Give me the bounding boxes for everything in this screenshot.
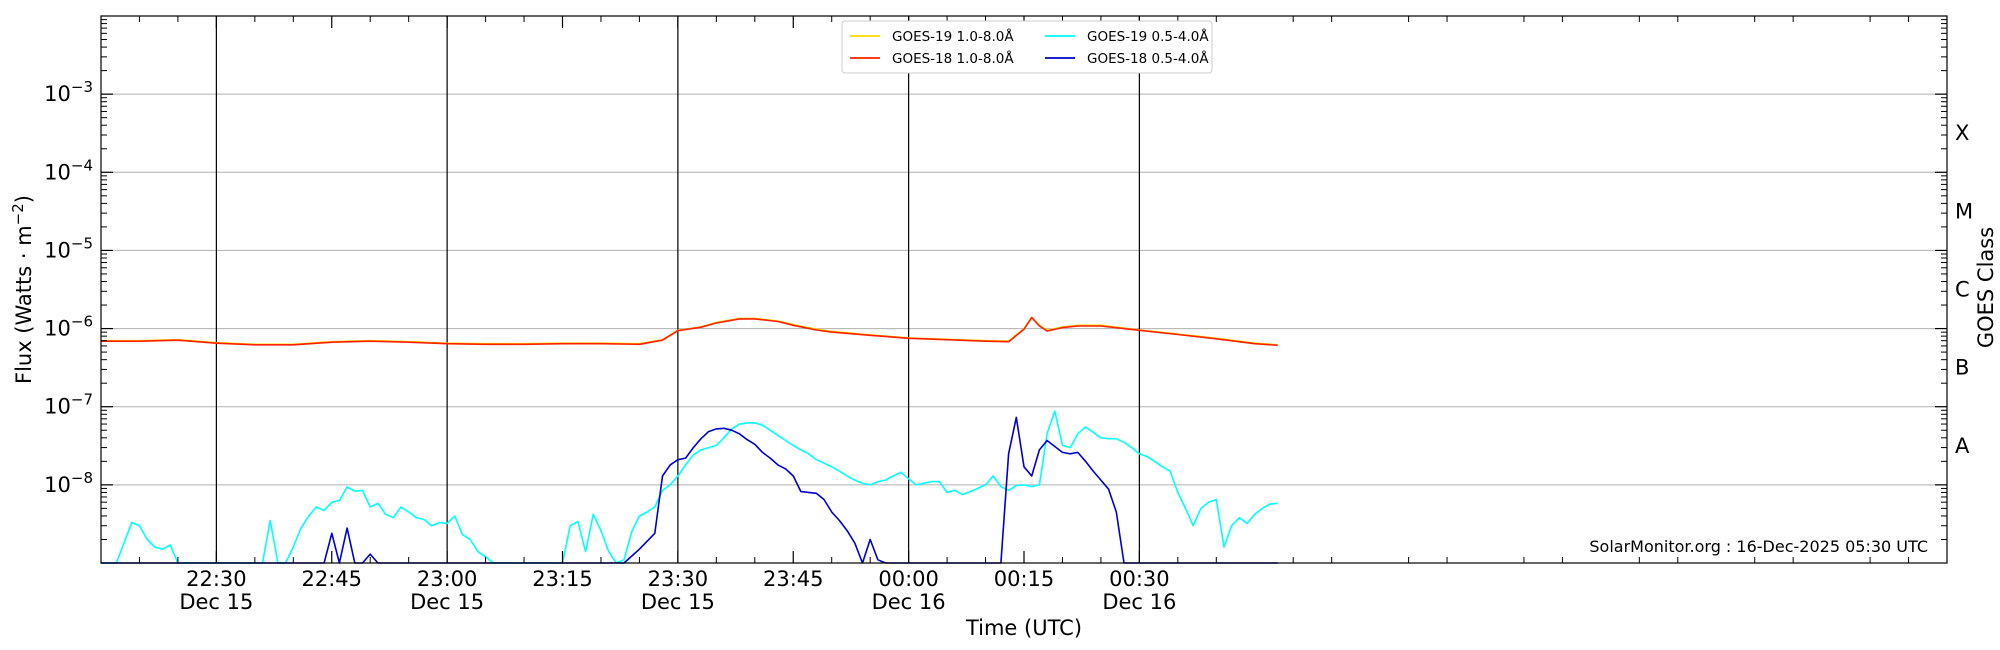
legend-label: GOES-19 1.0-8.0Å (892, 28, 1014, 45)
x-tick-label: 22:45 (301, 567, 362, 591)
y-tick-label: 10−5 (44, 234, 93, 262)
series-line (101, 410, 1278, 564)
x-tick-label: 00:00 (878, 567, 939, 591)
series-line (101, 316, 1278, 347)
y-tick-label: 10−6 (44, 313, 93, 341)
x-tick-date-label: Dec 16 (1102, 590, 1176, 614)
goes-class-label: A (1955, 434, 1970, 458)
x-tick-date-label: Dec 15 (641, 590, 715, 614)
legend-label: GOES-18 1.0-8.0Å (892, 50, 1014, 67)
goes-class-axis-title: GOES Class (1974, 227, 1998, 348)
x-tick-label: 23:30 (648, 567, 709, 591)
y-axis-title: Flux (Watts · m−2) (9, 195, 36, 384)
x-tick-label: 23:45 (763, 567, 824, 591)
x-tick-label: 00:30 (1109, 567, 1170, 591)
goes-class-label: M (1955, 199, 1973, 223)
legend-box (841, 20, 1213, 74)
x-tick-label: 22:30 (186, 567, 247, 591)
x-tick-date-label: Dec 15 (410, 590, 484, 614)
legend: GOES-19 1.0-8.0Å GOES-19 0.5-4.0Å GOES-18 … (841, 20, 1213, 74)
y-tick-label: 10−4 (44, 156, 93, 184)
goes-class-label: B (1955, 356, 1969, 380)
goes-class-label: C (1955, 278, 1970, 302)
series-lines (101, 316, 1278, 564)
y-tick-label: 10−7 (44, 391, 93, 419)
x-tick-date-label: Dec 15 (179, 590, 253, 614)
y-tick-label: 10−3 (44, 78, 93, 106)
x-tick-date-label: Dec 16 (872, 590, 946, 614)
goes-class-label: X (1955, 121, 1969, 145)
credit-annotation: SolarMonitor.org : 16-Dec-2025 05:30 UTC (1589, 537, 1928, 556)
y-tick-label: 10−8 (44, 469, 93, 497)
x-tick-label: 23:00 (417, 567, 478, 591)
x-axis-title: Time (UTC) (965, 616, 1082, 640)
x-tick-label: 23:15 (532, 567, 593, 591)
legend-label: GOES-19 0.5-4.0Å (1087, 28, 1209, 45)
legend-label: GOES-18 0.5-4.0Å (1087, 50, 1209, 67)
x-tick-label: 00:15 (994, 567, 1055, 591)
